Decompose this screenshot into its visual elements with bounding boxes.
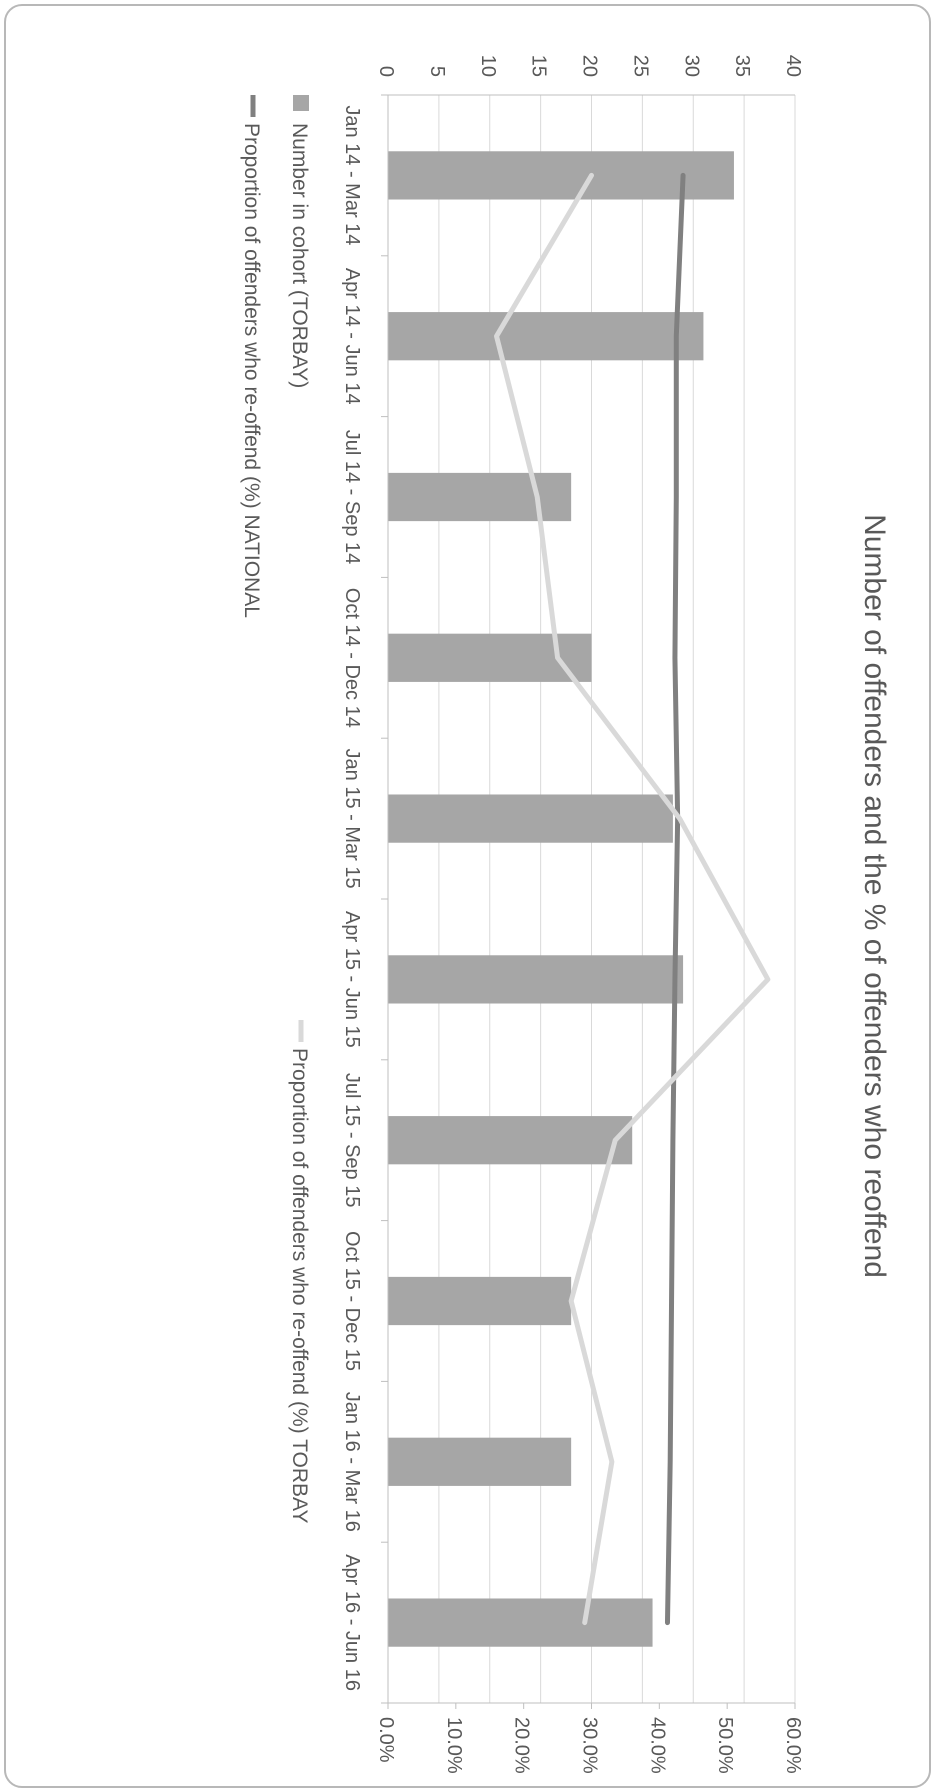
y-left-tick-label: 35: [731, 55, 753, 77]
torbay-line: [494, 172, 771, 1626]
bar-series: [387, 151, 734, 1647]
legend-swatch: [293, 95, 309, 111]
chart-frame: [4, 4, 931, 1788]
y-left-tick-label: 10: [477, 55, 499, 77]
x-tick-label: Jan 16 - Mar 16: [341, 1392, 363, 1532]
y-right-tick-label: 20.0%: [511, 1717, 533, 1774]
x-tick-label: Jul 14 - Sep 14: [341, 430, 363, 565]
legend: Number in cohort (TORBAY) Proportion of o…: [240, 95, 311, 1523]
y-right-tick-label: 40.0%: [646, 1717, 668, 1774]
x-tick-label: Oct 14 - Dec 14: [341, 588, 363, 728]
bar: [387, 151, 734, 200]
x-tick-label: Jul 15 - Sep 15: [341, 1073, 363, 1208]
y-right-tick-label: 30.0%: [579, 1717, 601, 1774]
bar: [388, 1116, 633, 1165]
bar: [387, 955, 684, 1004]
y-left-tick-label: 20: [579, 55, 601, 77]
y-right-tick-label: 0.0%: [375, 1717, 397, 1763]
y-right-tick-label: 50.0%: [714, 1717, 736, 1774]
national-line: [664, 172, 686, 1626]
x-tick-label: Jan 14 - Mar 14: [341, 105, 363, 245]
bar: [388, 312, 704, 361]
axes: 0 5 10 15 20 25 30 35 40 0.0% 10.0% 20.0% 30.0% 40.0%…: [341, 55, 804, 1774]
legend-label: Proportion of offenders who re-offend (%…: [240, 123, 263, 618]
bar: [388, 472, 572, 522]
chart-title: Number of offenders and the % of offende…: [858, 514, 891, 1278]
y-left-tick-label: 40: [782, 55, 804, 77]
line-series: [494, 172, 771, 1626]
y-left-tick-label: 0: [375, 66, 397, 77]
bar: [388, 1276, 572, 1326]
y-left-tick-label: 15: [528, 55, 550, 77]
y-left-tick-label: 5: [426, 66, 448, 77]
x-tick-label: Apr 15 - Jun 15: [341, 911, 363, 1048]
bar: [388, 1437, 572, 1486]
x-tick-label: Oct 15 - Dec 15: [341, 1231, 363, 1371]
legend-label: Number in cohort (TORBAY): [288, 123, 311, 388]
x-tick-label: Apr 14 - Jun 14: [341, 268, 363, 405]
bar: [388, 794, 673, 843]
y-left-tick-label: 30: [680, 55, 702, 77]
x-tick-label: Jan 15 - Mar 15: [341, 749, 363, 889]
x-tick-label: Apr 16 - Jun 16: [341, 1554, 363, 1691]
y-left-tick-label: 25: [629, 55, 651, 77]
bar: [388, 633, 592, 682]
bar: [388, 1598, 653, 1647]
y-right-tick-label: 10.0%: [443, 1717, 465, 1774]
legend-label: Proportion of offenders who re-offend (%…: [288, 1048, 311, 1523]
y-right-tick-label: 60.0%: [782, 1717, 804, 1774]
